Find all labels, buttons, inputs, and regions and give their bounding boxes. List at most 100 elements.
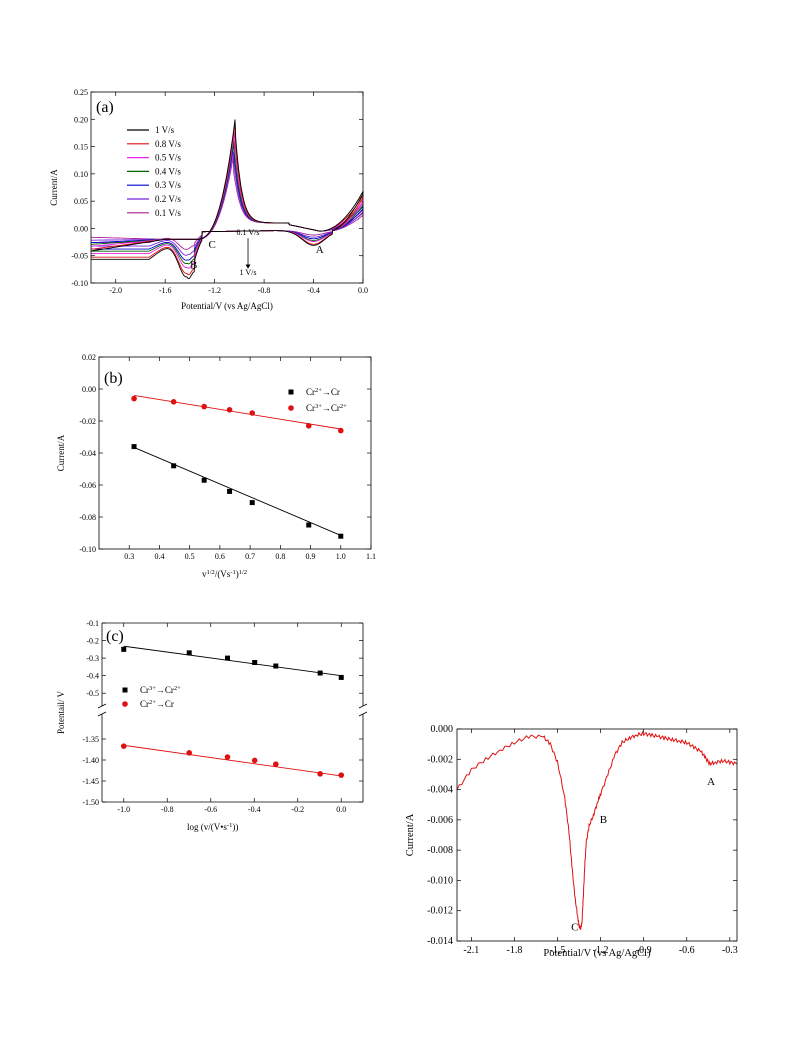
data-point-circle	[288, 405, 294, 411]
annotation: C	[208, 239, 215, 251]
legend-label: Cr3+→Cr2+	[140, 685, 181, 696]
y-tick-label: -0.014	[427, 936, 453, 947]
data-point-square	[288, 389, 294, 395]
x-tick-label: -1.2	[593, 945, 609, 956]
y-axis-label: Current/A	[49, 169, 59, 206]
y-tick-label: -0.08	[79, 513, 96, 522]
y-tick-label: -0.05	[71, 252, 88, 261]
y-tick-label: 0.00	[74, 224, 88, 233]
data-point-square	[317, 670, 323, 676]
axis-break-mark	[358, 703, 368, 709]
x-tick-label: -0.3	[722, 945, 738, 956]
data-point-square	[338, 674, 344, 680]
x-tick-label: -0.4	[307, 286, 320, 295]
data-point-circle	[338, 772, 345, 778]
annotation: A	[707, 776, 715, 788]
axis-break-mark	[358, 711, 368, 717]
x-tick-label: 1.0	[336, 552, 346, 561]
data-point-square	[224, 655, 230, 661]
y-tick-label: -0.3	[86, 654, 99, 663]
y-tick-label: -0.006	[427, 815, 453, 826]
y-tick-label: -0.02	[79, 417, 96, 426]
x-tick-label: -1.8	[507, 945, 523, 956]
data-point-circle	[122, 701, 128, 707]
panel-label: (c)	[106, 628, 124, 645]
y-tick-label: -0.10	[79, 545, 96, 554]
x-tick-label: 0.7	[245, 552, 255, 561]
x-tick-label: 0.4	[154, 552, 164, 561]
data-point-square	[252, 660, 258, 665]
x-axis-label: log (v/(V•s-1))	[187, 822, 238, 833]
annotation: C	[571, 921, 578, 933]
legend-label: 0.5 V/s	[155, 153, 181, 163]
y-tick-label: -1.45	[82, 777, 99, 786]
axis-break-mark	[97, 703, 107, 709]
legend-label: 0.8 V/s	[155, 139, 181, 149]
x-axis-label: Potential/V (vs Ag/AgCl)	[543, 948, 651, 959]
y-tick-label: -0.008	[427, 845, 453, 856]
y-tick-label: 0.00	[82, 385, 96, 394]
data-point-square	[121, 646, 127, 652]
y-tick-label: 0.20	[74, 115, 88, 124]
y-tick-label: 0.10	[74, 170, 88, 179]
annotation: B	[190, 259, 197, 271]
chart-c: -1.0 -0.8 -0.6 -0.4 -0.2 0.0 -0.1 -0.2 -0.3 -0.4 -…	[56, 619, 368, 833]
x-tick-label: -0.9	[636, 945, 652, 956]
data-point-circle	[337, 427, 344, 434]
x-tick-label: -0.6	[204, 805, 217, 814]
y-tick-label: -1.35	[82, 735, 99, 744]
fit-line	[123, 744, 342, 777]
data-point-square	[249, 500, 255, 506]
x-tick-label: -2.0	[109, 286, 122, 295]
fit-line	[123, 645, 342, 677]
data-point-circle	[201, 403, 207, 410]
data-point-square	[171, 463, 177, 469]
x-tick-label: -1.5	[550, 945, 566, 956]
data-point-circle	[272, 761, 279, 767]
data-point-circle	[226, 407, 233, 413]
data-point-circle	[305, 423, 312, 429]
x-axis-label: Potential/V (vs Ag/AgCl)	[181, 301, 273, 311]
chart-b: 0.3 0.4 0.5 0.6 0.7 0.8 0.9 1.0 1.1 -0.10 -0.08 -0.…	[56, 353, 376, 579]
panel-label: (a)	[96, 99, 114, 116]
x-tick-label: -0.4	[248, 805, 261, 814]
sw-curve	[456, 730, 738, 930]
y-tick-label: -0.1	[86, 619, 99, 628]
y-tick-label: 0.05	[74, 197, 88, 206]
legend-label: Cr2+→Cr	[306, 387, 340, 398]
y-tick-label: 0.25	[74, 88, 88, 97]
data-point-square	[201, 477, 207, 483]
y-axis-label: Potentail/ V	[56, 690, 66, 734]
x-tick-label: -0.8	[258, 286, 271, 295]
data-point-square	[186, 650, 192, 656]
y-tick-label: 0.15	[74, 143, 88, 152]
legend-label: Cr3+→Cr2+	[306, 403, 347, 414]
y-tick-label: -0.06	[79, 481, 96, 490]
y-tick-label: -0.5	[86, 689, 99, 698]
x-tick-label: 1.1	[366, 552, 376, 561]
data-point-circle	[249, 410, 256, 416]
arrow-head	[245, 264, 251, 269]
data-point-circle	[224, 754, 231, 760]
y-tick-label: 0.000	[431, 724, 454, 735]
data-point-square	[131, 444, 137, 450]
legend-label: 1 V/s	[155, 125, 175, 135]
legend-label: 0.1 V/s	[155, 208, 181, 218]
annotation: A	[316, 244, 324, 256]
x-tick-label: -0.2	[291, 805, 304, 814]
y-tick-label: -1.50	[82, 798, 99, 807]
data-point-circle	[120, 743, 127, 749]
annotation: B	[600, 814, 607, 826]
data-point-square	[122, 687, 128, 693]
data-point-circle	[251, 757, 258, 764]
data-point-square	[273, 663, 279, 669]
chart-d-frame	[456, 728, 738, 942]
legend-label: 0.4 V/s	[155, 166, 181, 176]
data-point-circle	[186, 750, 193, 756]
x-axis-label: v1/2/(Vs-1)1/2	[202, 569, 247, 580]
legend-label: 0.3 V/s	[155, 180, 181, 190]
y-tick-label: -0.002	[427, 754, 453, 765]
axis-break-mark	[97, 711, 107, 717]
x-tick-label: -1.2	[208, 286, 221, 295]
